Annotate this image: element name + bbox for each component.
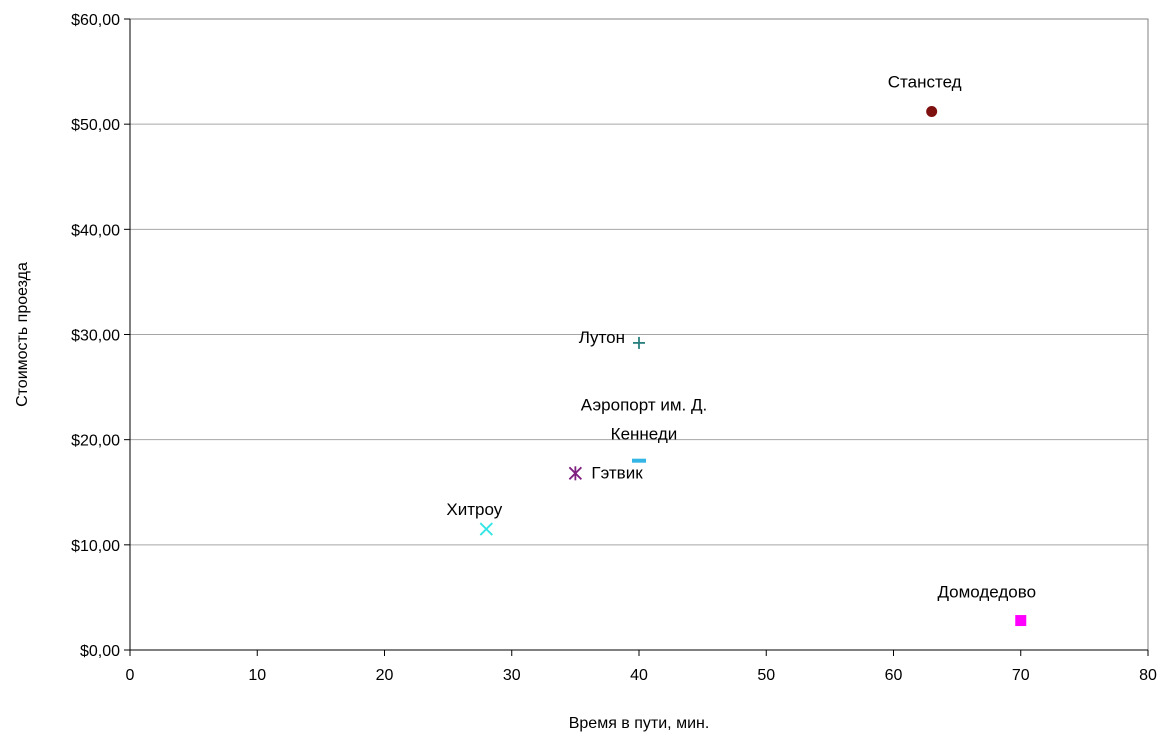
- y-tick-label: $10,00: [71, 538, 120, 555]
- x-tick-label: 40: [630, 667, 648, 684]
- y-tick-label: $50,00: [71, 117, 120, 134]
- point-label: Станстед: [888, 73, 962, 92]
- tick-labels: $0,00 $10,00 $20,00 $30,00 $40,00 $50,00 $60,0…: [71, 12, 1157, 684]
- point-label: Гэтвик: [591, 463, 643, 482]
- point-label: Аэропорт им. Д. Кеннеди: [581, 396, 707, 444]
- y-tick-label: $40,00: [71, 222, 120, 239]
- data-points: [479, 106, 1027, 627]
- x-tick-label: 60: [885, 667, 903, 684]
- point-2: [633, 336, 645, 349]
- point-label: Домодедово: [937, 583, 1036, 602]
- y-axis-title: Стоимость проезда: [14, 262, 31, 407]
- point-label: Лутон: [579, 328, 625, 347]
- point-5: [479, 522, 493, 536]
- point-1: [926, 106, 938, 118]
- y-tick-label: $0,00: [80, 643, 120, 660]
- x-tick-label: 0: [126, 667, 135, 684]
- y-tick-label: $60,00: [71, 12, 120, 29]
- x-tick-label: 50: [757, 667, 775, 684]
- axes: [124, 18, 1149, 656]
- point-4: [568, 466, 583, 481]
- x-tick-label: 30: [503, 667, 521, 684]
- x-tick-label: 20: [376, 667, 394, 684]
- x-tick-label: 10: [248, 667, 266, 684]
- x-tick-label: 70: [1012, 667, 1030, 684]
- x-axis-title: Время в пути, мин.: [569, 715, 710, 732]
- point-label: Хитроу: [446, 500, 502, 519]
- y-tick-label: $30,00: [71, 328, 120, 345]
- point-6: [1015, 615, 1027, 627]
- y-tick-label: $20,00: [71, 433, 120, 450]
- point-3: [632, 458, 646, 463]
- x-tick-label: 80: [1139, 667, 1157, 684]
- point-labels: Станстед Лутон Аэропорт им. Д. Кеннеди Гэтви…: [446, 73, 1036, 602]
